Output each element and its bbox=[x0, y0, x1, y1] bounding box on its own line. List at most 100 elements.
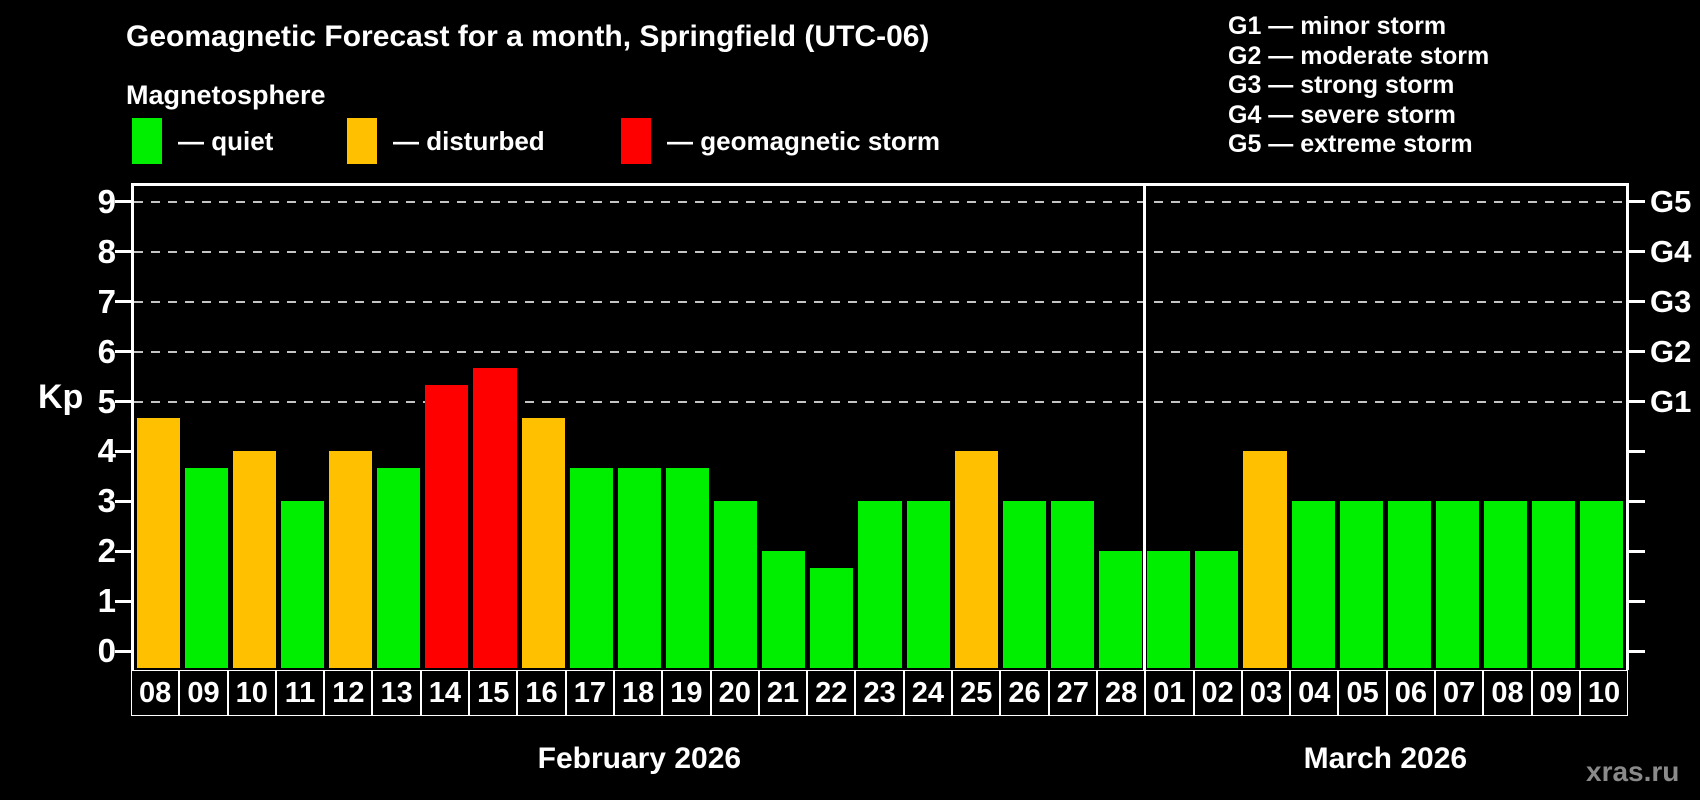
day-label-feb-16: 16 bbox=[517, 670, 566, 716]
y-axis-tick-left-1 bbox=[115, 599, 131, 603]
g-tick-label-g1: G1 bbox=[1650, 383, 1692, 419]
kp-bar-day-04 bbox=[1291, 501, 1335, 668]
day-label-feb-17: 17 bbox=[565, 670, 614, 716]
day-label-mar-10: 10 bbox=[1579, 670, 1629, 716]
y-tick-label-1: 1 bbox=[97, 582, 116, 620]
y-axis-tick-right-1 bbox=[1629, 599, 1645, 603]
gridline-kp9 bbox=[134, 200, 1626, 203]
kp-bar-day-02 bbox=[1195, 551, 1239, 668]
y-axis-tick-left-2 bbox=[115, 549, 131, 553]
g-legend-line-g4: G4 — severe storm bbox=[1228, 100, 1456, 129]
plot-frame-right bbox=[1626, 183, 1629, 670]
day-label-mar-03: 03 bbox=[1241, 670, 1291, 716]
kp-bar-day-03 bbox=[1243, 451, 1287, 668]
g-legend-line-g5: G5 — extreme storm bbox=[1228, 130, 1473, 158]
y-axis-tick-left-8 bbox=[115, 250, 131, 254]
day-label-mar-07: 07 bbox=[1435, 670, 1484, 716]
g-tick-label-g4: G4 bbox=[1650, 233, 1692, 269]
gridline-kp8 bbox=[134, 250, 1626, 253]
day-label-feb-13: 13 bbox=[372, 670, 421, 716]
legend-label-storm: — geomagnetic storm bbox=[667, 125, 941, 156]
quiet-color-swatch bbox=[132, 118, 162, 164]
day-label-feb-25: 25 bbox=[952, 670, 1001, 716]
g-tick-label-g3: G3 bbox=[1650, 283, 1692, 319]
day-label-feb-23: 23 bbox=[855, 670, 904, 716]
day-label-mar-01: 01 bbox=[1145, 670, 1194, 716]
g-scale-legend: G1 — minor storm G2 — moderate storm G3 … bbox=[1228, 12, 1489, 160]
y-axis-title: Kp bbox=[38, 378, 84, 416]
kp-bar-day-01 bbox=[1147, 551, 1191, 668]
storm-color-swatch bbox=[621, 118, 651, 164]
kp-bar-day-22 bbox=[810, 567, 854, 668]
y-axis-tick-left-5 bbox=[115, 400, 131, 403]
y-axis-tick-left-0 bbox=[115, 649, 131, 653]
month-separator bbox=[1143, 186, 1147, 670]
kp-bar-day-21 bbox=[762, 551, 806, 668]
kp-bar-day-11 bbox=[280, 501, 324, 668]
watermark: xras.ru bbox=[1586, 756, 1680, 787]
kp-bar-day-17 bbox=[569, 467, 613, 668]
y-tick-label-3: 3 bbox=[97, 482, 116, 520]
kp-bar-day-12 bbox=[329, 451, 373, 668]
day-label-feb-18: 18 bbox=[613, 670, 663, 716]
legend-item-storm: — geomagnetic storm bbox=[621, 118, 940, 164]
month-label-march: March 2026 bbox=[1303, 742, 1468, 775]
page-title: Geomagnetic Forecast for a month, Spring… bbox=[126, 20, 930, 53]
day-label-feb-27: 27 bbox=[1048, 670, 1097, 716]
kp-bar-day-15 bbox=[473, 368, 517, 668]
day-label-mar-04: 04 bbox=[1290, 670, 1339, 716]
y-axis-tick-right-4 bbox=[1629, 449, 1645, 453]
g-tick-label-g5: G5 bbox=[1650, 183, 1692, 219]
y-tick-label-0: 0 bbox=[97, 632, 116, 669]
day-label-feb-08: 08 bbox=[131, 670, 180, 716]
plot-frame-left bbox=[131, 183, 134, 670]
day-label-feb-19: 19 bbox=[662, 670, 711, 716]
kp-bar-day-10 bbox=[1580, 501, 1624, 668]
g-tick-label-g2: G2 bbox=[1650, 333, 1692, 369]
y-tick-label-4: 4 bbox=[97, 432, 116, 470]
kp-bar-day-08 bbox=[136, 417, 180, 668]
y-axis-tick-right-3 bbox=[1629, 499, 1645, 503]
y-axis-tick-right-0 bbox=[1629, 649, 1645, 653]
day-label-feb-28: 28 bbox=[1096, 670, 1146, 716]
kp-bar-day-06 bbox=[1387, 501, 1431, 668]
kp-bar-day-09 bbox=[1532, 501, 1576, 668]
y-tick-label-5: 5 bbox=[97, 382, 116, 420]
kp-bar-day-27 bbox=[1050, 501, 1095, 668]
y-axis-tick-left-9 bbox=[115, 200, 131, 204]
day-label-feb-09: 09 bbox=[179, 670, 228, 716]
y-axis-tick-right-6 bbox=[1629, 350, 1645, 354]
g-legend-line-g3: G3 — strong storm bbox=[1228, 71, 1455, 99]
y-axis-tick-left-6 bbox=[115, 350, 131, 354]
day-label-feb-21: 21 bbox=[758, 670, 808, 716]
day-label-mar-08: 08 bbox=[1483, 670, 1532, 716]
day-label-mar-05: 05 bbox=[1338, 670, 1387, 716]
day-label-feb-20: 20 bbox=[710, 670, 759, 716]
day-label-feb-22: 22 bbox=[807, 670, 856, 716]
kp-bar-day-16 bbox=[521, 417, 565, 668]
day-label-mar-02: 02 bbox=[1193, 670, 1242, 716]
day-label-mar-09: 09 bbox=[1531, 670, 1580, 716]
legend-item-quiet: — quiet bbox=[132, 118, 273, 164]
kp-bar-day-23 bbox=[858, 501, 902, 668]
day-label-feb-12: 12 bbox=[324, 670, 373, 716]
day-label-feb-14: 14 bbox=[420, 670, 470, 716]
kp-bar-day-28 bbox=[1099, 551, 1143, 668]
kp-bar-day-25 bbox=[954, 451, 998, 668]
kp-bar-day-26 bbox=[1002, 501, 1046, 668]
plot-frame-top bbox=[131, 183, 1629, 186]
month-label-february: February 2026 bbox=[537, 742, 742, 775]
disturbed-color-swatch bbox=[347, 118, 377, 164]
kp-bar-day-18 bbox=[617, 467, 661, 668]
y-axis-tick-right-7 bbox=[1629, 300, 1645, 304]
day-label-mar-06: 06 bbox=[1386, 670, 1436, 716]
y-axis-tick-right-8 bbox=[1629, 250, 1645, 254]
y-axis-tick-left-7 bbox=[115, 300, 131, 304]
kp-bar-day-08 bbox=[1484, 501, 1528, 668]
y-axis-tick-right-9 bbox=[1629, 200, 1645, 204]
kp-bar-day-24 bbox=[906, 501, 950, 668]
y-axis-tick-right-2 bbox=[1629, 549, 1645, 553]
kp-bar-day-20 bbox=[714, 501, 758, 668]
